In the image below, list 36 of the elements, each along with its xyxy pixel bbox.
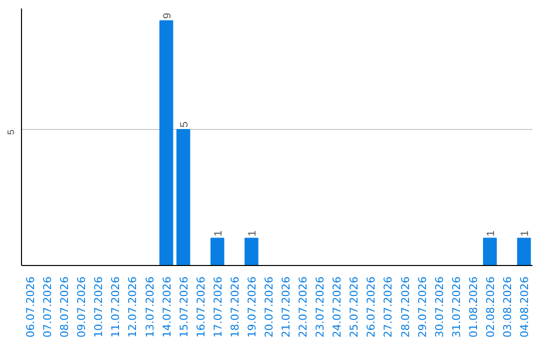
x-tick-label: 07.07.2026: [41, 276, 54, 338]
x-tick-label: 15.07.2026: [177, 276, 190, 338]
x-tick-label: 29.07.2026: [416, 276, 429, 338]
data-label: 1: [484, 230, 497, 236]
x-tick-label: 24.07.2026: [330, 276, 344, 338]
x-tick-label: 20.07.2026: [262, 276, 276, 338]
data-label: 5: [178, 122, 190, 128]
x-tick-label: 16.07.2026: [194, 276, 208, 338]
x-tick-label: 09.07.2026: [75, 276, 88, 338]
x-tick-label: 21.07.2026: [280, 276, 293, 338]
x-tick-label: 23.07.2026: [314, 276, 327, 338]
x-tick-label: 19.07.2026: [245, 276, 258, 338]
data-label: 9: [161, 12, 174, 19]
x-tick-label: 28.07.2026: [398, 276, 412, 338]
x-tick-label: 18.07.2026: [228, 276, 242, 338]
x-tick-label: 12.07.2026: [126, 276, 140, 338]
data-label: 1: [212, 230, 224, 236]
x-tick-label: 10.07.2026: [92, 276, 106, 338]
x-tick-label: 31.07.2026: [450, 276, 463, 338]
x-tick-label: 02.08.2026: [484, 276, 497, 338]
x-tick-label: 14.07.2026: [160, 276, 174, 338]
x-tick-label: 04.08.2026: [518, 276, 531, 338]
x-tick-label: 22.07.2026: [296, 276, 310, 338]
x-tick-label: 11.07.2026: [109, 276, 122, 338]
x-tick-label: 30.07.2026: [432, 276, 446, 338]
data-label: 1: [518, 230, 531, 236]
x-tick-label: 06.07.2026: [24, 276, 38, 338]
x-tick-label: 17.07.2026: [211, 276, 224, 338]
x-tick-label: 27.07.2026: [382, 276, 395, 338]
data-label: 1: [246, 230, 258, 236]
x-tick-label: 13.07.2026: [143, 276, 156, 338]
x-tick-label: 01.08.2026: [466, 276, 480, 338]
x-tick-label: 03.08.2026: [500, 276, 514, 338]
x-tick-label: 08.07.2026: [58, 276, 72, 338]
x-tick-label: 26.07.2026: [364, 276, 378, 338]
x-tick-label: 25.07.2026: [348, 276, 361, 338]
